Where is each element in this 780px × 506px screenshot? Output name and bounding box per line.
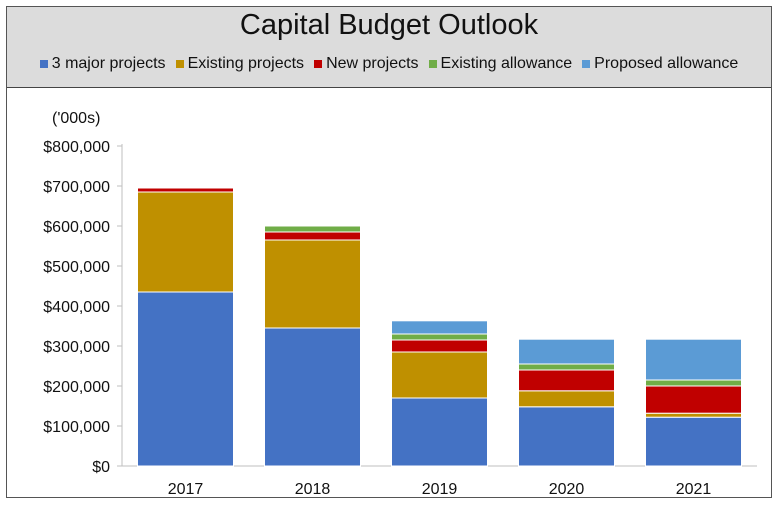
legend-swatch — [175, 60, 184, 68]
bar-segment — [391, 351, 488, 399]
bar-segment — [518, 338, 615, 365]
bar-segment — [645, 412, 742, 418]
y-tick-label: $500,000 — [43, 259, 110, 276]
bar-segment — [137, 187, 234, 193]
plot-area: ('000s) $0 $100,000 $200,000 $300,000 $400,00… — [43, 110, 757, 497]
bar-segment — [518, 363, 615, 371]
y-tick-label: $300,000 — [43, 339, 110, 356]
chart-frame: Capital Budget Outlook 3 major projects E… — [6, 6, 772, 498]
bar-segment — [391, 320, 488, 335]
y-tick-label: $600,000 — [43, 219, 110, 236]
y-tick-label: $0 — [92, 459, 110, 476]
bar-segment — [645, 338, 742, 381]
bar-segment — [391, 339, 488, 353]
legend-swatch — [314, 60, 323, 68]
bar-segment — [137, 291, 234, 467]
x-tick-label: 2018 — [295, 481, 331, 497]
x-tick-label: 2021 — [676, 481, 712, 497]
bar-segment — [264, 327, 361, 467]
legend-item: Existing projects — [175, 55, 305, 73]
legend-label: Proposed allowance — [594, 55, 739, 72]
y-tick-label: $100,000 — [43, 419, 110, 436]
x-tick-label: 2020 — [549, 481, 585, 497]
bar-segment — [645, 385, 742, 414]
legend-item: New projects — [314, 55, 419, 73]
legend-swatch — [428, 60, 437, 68]
bar-segment — [518, 369, 615, 392]
legend-label: 3 major projects — [51, 55, 166, 72]
chart-title: Capital Budget Outlook — [239, 9, 539, 41]
bar-segment — [645, 379, 742, 387]
y-tick-label: $700,000 — [43, 179, 110, 196]
legend-swatch — [39, 60, 48, 68]
bar-segment — [518, 390, 615, 408]
x-tick-label: 2019 — [422, 481, 458, 497]
y-tick-label: $800,000 — [43, 139, 110, 156]
bar-segment — [391, 397, 488, 467]
chart-header: Capital Budget Outlook 3 major projects E… — [7, 7, 771, 88]
y-axis-label: ('000s) — [52, 110, 100, 127]
bar-segment — [264, 231, 361, 241]
legend-item: 3 major projects — [39, 55, 166, 73]
chart-legend: 3 major projects Existing projects New pro… — [7, 55, 771, 73]
bar-segment — [645, 416, 742, 467]
x-tick-label: 2017 — [168, 481, 204, 497]
legend-label: Existing projects — [187, 55, 305, 72]
y-tick-label: $400,000 — [43, 299, 110, 316]
bar-segment — [264, 225, 361, 233]
legend-item: Proposed allowance — [582, 55, 738, 73]
bar-segment — [518, 406, 615, 467]
legend-swatch — [582, 60, 591, 68]
bar-segment — [391, 333, 488, 341]
legend-label: New projects — [326, 55, 419, 72]
legend-label: Existing allowance — [440, 55, 573, 72]
bar-segment — [264, 239, 361, 329]
bar-segment — [137, 191, 234, 293]
legend-item: Existing allowance — [428, 55, 573, 73]
y-tick-label: $200,000 — [43, 379, 110, 396]
